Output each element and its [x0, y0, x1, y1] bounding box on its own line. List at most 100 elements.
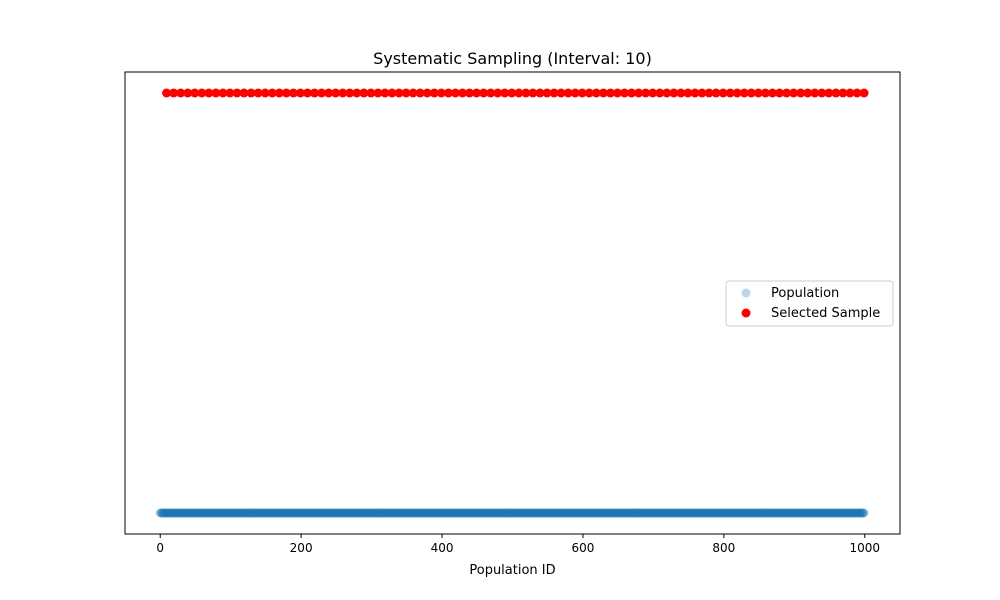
population-point [164, 508, 174, 518]
population-point [299, 508, 309, 518]
population-point [555, 508, 565, 518]
population-point [725, 508, 735, 518]
population-point [536, 508, 546, 518]
population-point [311, 508, 321, 518]
population-point [176, 508, 186, 518]
population-point [827, 508, 837, 518]
population-point [397, 508, 407, 518]
population-point [498, 508, 508, 518]
population-point [429, 508, 439, 518]
population-point [452, 508, 462, 518]
population-point [387, 508, 397, 518]
population-point [270, 508, 280, 518]
population-point [415, 508, 425, 518]
population-point [443, 508, 453, 518]
population-point [343, 508, 353, 518]
population-point [207, 508, 217, 518]
population-point [446, 508, 456, 518]
population-point [337, 508, 347, 518]
population-point [705, 508, 715, 518]
population-point [307, 508, 317, 518]
population-point [358, 508, 368, 518]
population-point [715, 508, 725, 518]
population-point [157, 508, 167, 518]
population-point [492, 508, 502, 518]
population-point [605, 508, 615, 518]
population-point [612, 508, 622, 518]
population-point [365, 508, 375, 518]
population-point [499, 508, 509, 518]
population-point [367, 508, 377, 518]
population-point [426, 508, 436, 518]
population-point [524, 508, 534, 518]
population-point [415, 508, 424, 518]
population-point [214, 508, 224, 518]
population-point [779, 508, 789, 518]
sample-point [197, 88, 207, 98]
population-point [442, 508, 452, 518]
population-point [231, 508, 241, 518]
population-point [747, 508, 757, 518]
population-point [855, 508, 865, 518]
population-point [622, 508, 632, 518]
population-point [406, 508, 416, 518]
population-point [593, 508, 603, 518]
population-point [246, 508, 256, 518]
population-point [689, 508, 699, 518]
population-point [451, 508, 461, 518]
population-point [238, 508, 248, 518]
population-point [739, 508, 749, 518]
population-point [777, 508, 787, 518]
population-point [472, 508, 482, 518]
population-point [405, 508, 415, 518]
population-point [191, 508, 201, 518]
population-point [444, 508, 454, 518]
population-point [632, 508, 642, 518]
population-point [598, 508, 608, 518]
population-point [372, 508, 382, 518]
population-point [482, 508, 492, 518]
population-point [460, 508, 470, 518]
sample-point [162, 88, 172, 98]
population-point [594, 508, 604, 518]
population-point [567, 508, 577, 518]
population-point [779, 508, 789, 518]
population-point [516, 508, 526, 518]
sample-point [591, 88, 601, 98]
population-point [381, 508, 391, 518]
population-point [441, 508, 451, 518]
population-point [806, 508, 816, 518]
population-point [436, 508, 446, 518]
population-point [441, 508, 451, 518]
population-point [345, 508, 355, 518]
population-point [302, 508, 312, 518]
population-point [545, 508, 555, 518]
population-point [722, 508, 732, 518]
population-point [229, 508, 238, 518]
population-point [250, 508, 260, 518]
sample-point [542, 88, 552, 98]
selected-sample-series [162, 88, 869, 98]
population-point [340, 508, 350, 518]
population-point [419, 508, 429, 518]
population-point [448, 508, 458, 518]
population-point [682, 508, 692, 518]
population-point [260, 508, 269, 518]
population-point [459, 508, 469, 518]
sample-point [767, 88, 777, 98]
population-point [279, 508, 289, 518]
population-point [723, 508, 733, 518]
population-point [431, 508, 441, 518]
sample-point [401, 88, 411, 98]
population-point [845, 508, 855, 518]
population-point [849, 508, 858, 518]
population-point [615, 508, 625, 518]
population-point [501, 508, 511, 518]
sample-point [267, 88, 277, 98]
population-point [500, 508, 510, 518]
population-point [418, 508, 428, 518]
population-point [226, 508, 236, 518]
population-point [627, 508, 637, 518]
population-point [156, 508, 166, 518]
population-point [616, 508, 626, 518]
